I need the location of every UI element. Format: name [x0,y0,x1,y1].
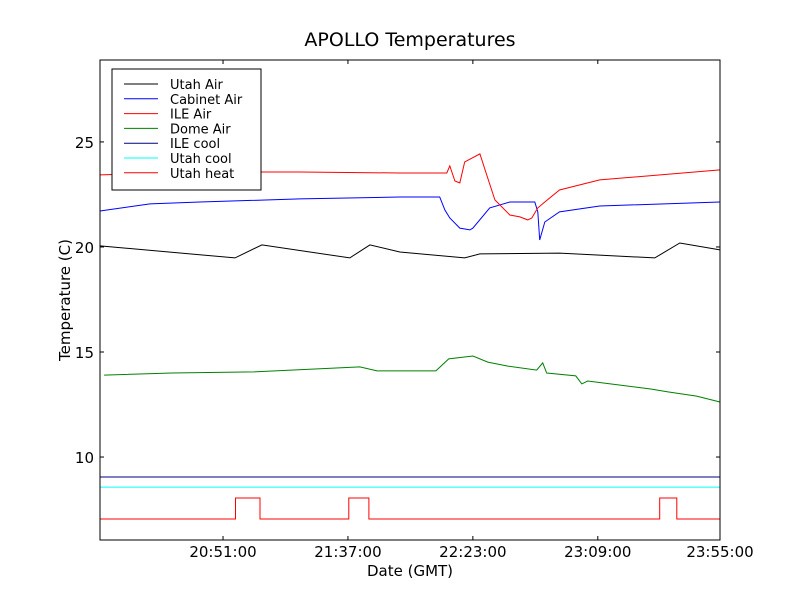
x-tick-label: 23:55:00 [686,543,753,561]
y-axis-label: Temperature (C) [56,239,74,362]
chart-title: APOLLO Temperatures [304,29,515,51]
y-tick-label: 10 [75,449,94,467]
x-tick-label: 22:23:00 [439,543,506,561]
plot-area [99,153,721,520]
x-tick-label: 23:09:00 [564,543,631,561]
legend-label: ILE cool [170,137,220,152]
legend-label: Cabinet Air [170,93,243,108]
legend-box [111,68,262,191]
axis-ticks: 20:51:00 21:37:00 22:23:00 23:09:00 23:55:00… [75,60,754,561]
y-tick-label: 15 [75,344,94,362]
x-tick-label: 20:51:00 [189,543,256,561]
y-tick-label: 25 [75,134,94,152]
legend-label: ILE Air [170,108,212,123]
series-line-utah-heat [100,497,720,520]
series-line-cabinet-air [99,196,721,241]
series-line-dome-air [104,355,721,403]
legend-label: Utah cool [170,152,232,167]
legend-label: Dome Air [170,122,231,137]
series-line-utah-air [99,242,721,259]
legend-label: Utah Air [170,78,223,93]
y-tick-label: 20 [75,239,94,257]
legend-label: Utah heat [170,167,234,182]
series-line-ile-air [99,153,721,221]
x-tick-label: 21:37:00 [314,543,381,561]
x-axis-label: Date (GMT) [367,562,453,580]
axes-frame [99,59,721,541]
